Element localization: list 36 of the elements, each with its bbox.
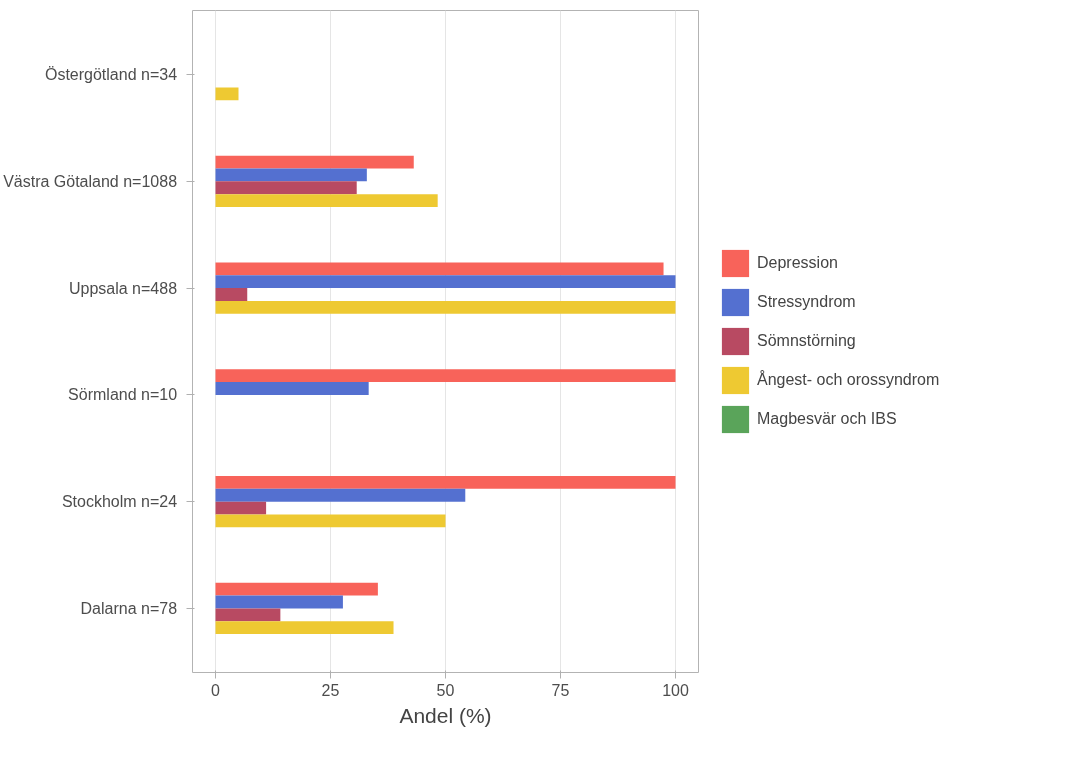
bar [215,168,367,182]
bar [215,621,394,635]
legend-label: Depression [757,254,838,272]
bar [215,87,239,101]
x-axis-title: Andel (%) [399,703,492,727]
bar [215,194,438,207]
x-tick-label: 75 [551,681,570,699]
x-tick-label: 25 [321,681,340,699]
y-tick-label: Sörmland n=10 [68,386,178,404]
bar [215,369,676,383]
bar [215,595,343,609]
y-tick-label: Stockholm n=24 [61,493,178,511]
bar [215,582,378,596]
y-tick-label: Uppsala n=488 [68,279,178,297]
x-tick-label: 0 [211,681,221,699]
legend-label: Ångest- och orossyndrom [757,371,940,389]
y-tick-label: Östergötland n=34 [44,66,178,84]
bar [215,300,676,314]
bar [215,608,281,622]
y-tick-label: Dalarna n=78 [80,599,178,617]
bar [215,501,267,515]
legend-label: Sömnstörning [757,332,856,350]
bar [215,288,248,301]
bar [215,488,466,502]
bar [215,275,676,289]
bar [215,382,369,395]
legend-label: Magbesvär och IBS [757,410,897,428]
bar [215,514,446,528]
bar [215,155,414,169]
x-tick-label: 50 [436,681,455,699]
y-tick-label: Västra Götaland n=1088 [3,172,178,190]
bar [215,262,664,276]
bar [215,476,676,489]
bar [215,181,357,195]
legend-label: Stressyndrom [757,293,856,311]
x-tick-label: 100 [662,681,689,699]
